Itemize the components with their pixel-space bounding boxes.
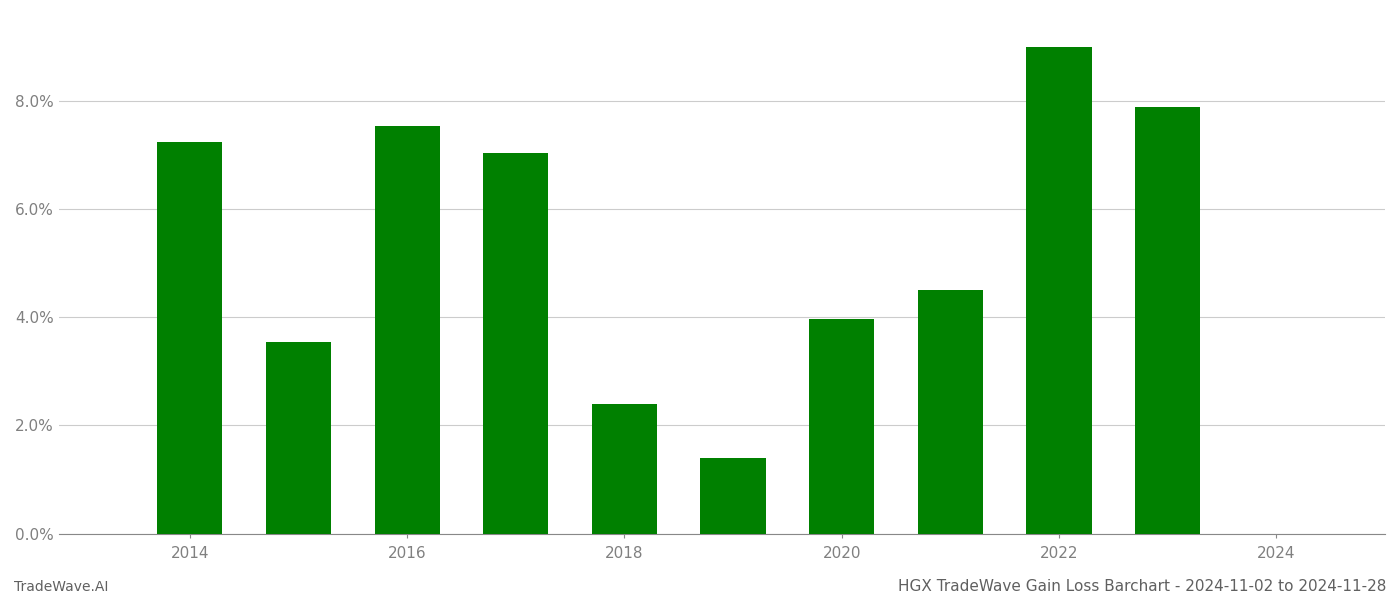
Bar [266,342,330,533]
Text: TradeWave.AI: TradeWave.AI [14,580,108,594]
Bar [809,319,875,533]
Bar [375,126,440,533]
Bar [157,142,223,533]
Bar [1135,107,1200,533]
Text: HGX TradeWave Gain Loss Barchart - 2024-11-02 to 2024-11-28: HGX TradeWave Gain Loss Barchart - 2024-… [897,579,1386,594]
Bar [700,458,766,533]
Bar [918,290,983,533]
Bar [483,153,549,533]
Bar [1026,47,1092,533]
Bar [592,404,657,533]
